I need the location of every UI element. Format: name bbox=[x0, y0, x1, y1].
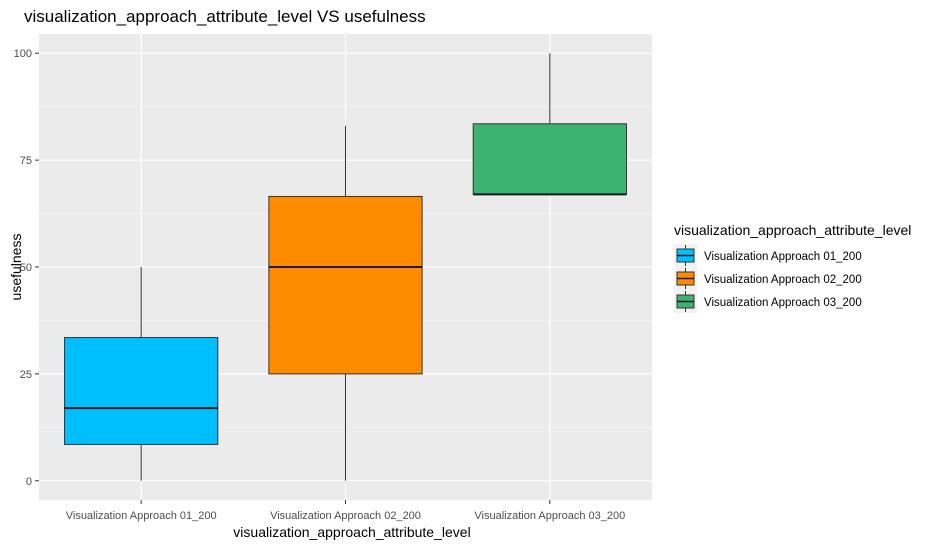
legend-item: Visualization Approach 02_200 bbox=[674, 267, 862, 290]
x-tick-label: Visualization Approach 03_200 bbox=[474, 510, 625, 522]
y-tick-label: 50 bbox=[20, 262, 32, 274]
legend-label: Visualization Approach 01_200 bbox=[704, 251, 862, 263]
y-axis: 0 25 50 75 100 bbox=[14, 48, 39, 488]
x-tick-label: Visualization Approach 01_200 bbox=[66, 510, 217, 522]
y-tick-label: 0 bbox=[26, 476, 32, 488]
y-axis-title: usefulness bbox=[8, 234, 24, 301]
boxes bbox=[64, 53, 627, 481]
legend-title: visualization_approach_attribute_level bbox=[674, 222, 911, 238]
x-axis: Visualization Approach 01_200 Visualizati… bbox=[66, 500, 625, 522]
box-3 bbox=[472, 53, 627, 196]
box-1 bbox=[64, 267, 219, 481]
chart-title: visualization_approach_attribute_level V… bbox=[24, 7, 426, 26]
y-tick-label: 100 bbox=[14, 48, 32, 60]
legend: visualization_approach_attribute_level V… bbox=[674, 222, 911, 313]
box-iqr bbox=[268, 195, 423, 375]
box-2 bbox=[268, 125, 423, 481]
legend-label: Visualization Approach 03_200 bbox=[704, 297, 862, 309]
x-axis-title: visualization_approach_attribute_level bbox=[233, 524, 470, 540]
legend-label: Visualization Approach 02_200 bbox=[704, 274, 862, 286]
legend-item: Visualization Approach 01_200 bbox=[674, 244, 862, 267]
box-iqr bbox=[472, 123, 627, 195]
y-tick-label: 75 bbox=[20, 155, 32, 167]
x-tick-label: Visualization Approach 02_200 bbox=[270, 510, 421, 522]
legend-item: Visualization Approach 03_200 bbox=[674, 290, 862, 313]
box-iqr bbox=[64, 337, 219, 445]
legend-items: Visualization Approach 01_200 Visualizati… bbox=[674, 244, 862, 313]
y-tick-label: 25 bbox=[20, 369, 32, 381]
